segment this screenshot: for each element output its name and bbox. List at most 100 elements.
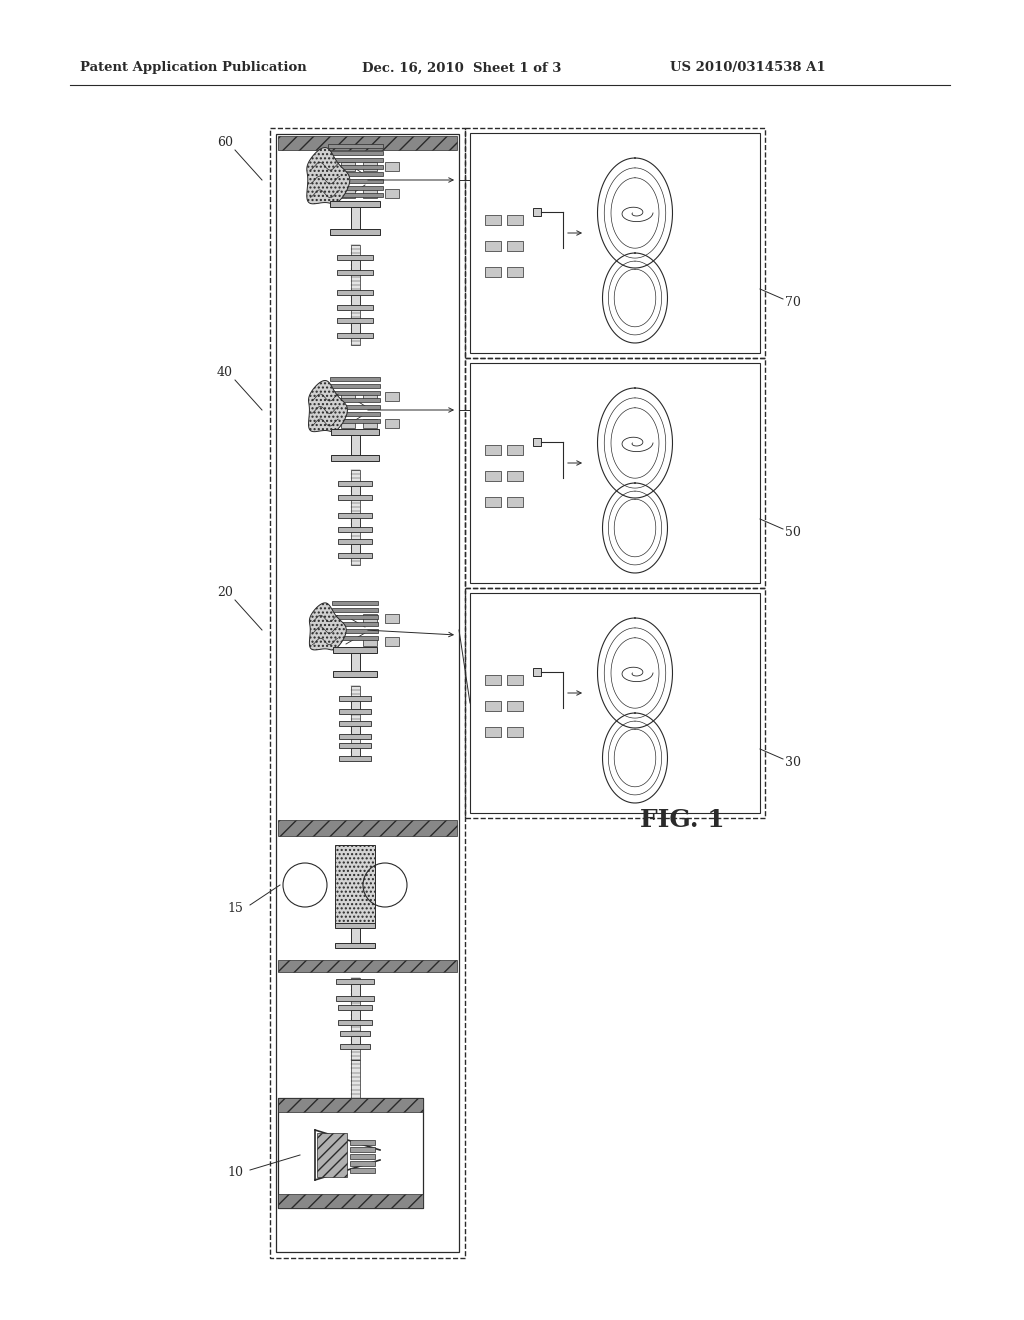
Bar	[328, 178, 383, 182]
Text: 20: 20	[217, 586, 232, 598]
Bar	[350, 701, 359, 709]
Bar	[485, 471, 501, 480]
Bar	[507, 215, 523, 224]
Bar	[337, 318, 373, 323]
Bar	[338, 1005, 372, 1010]
Bar	[350, 323, 359, 333]
Bar	[330, 378, 380, 381]
Bar	[341, 189, 355, 198]
Bar	[485, 498, 501, 507]
Bar	[278, 820, 457, 836]
Text: FIG. 1: FIG. 1	[640, 808, 725, 832]
Text: 60: 60	[217, 136, 233, 149]
Bar	[350, 978, 359, 1060]
Bar	[332, 622, 378, 626]
Bar	[337, 333, 373, 338]
Bar	[333, 671, 377, 677]
Bar	[385, 614, 399, 623]
Bar	[470, 133, 760, 352]
Bar	[385, 392, 399, 401]
Bar	[485, 445, 501, 455]
Bar	[336, 997, 374, 1001]
Bar	[339, 734, 371, 739]
Bar	[507, 242, 523, 251]
Bar	[485, 727, 501, 737]
Bar	[534, 668, 541, 676]
Bar	[350, 294, 359, 305]
Bar	[328, 165, 383, 169]
Bar	[507, 675, 523, 685]
Bar	[278, 136, 457, 150]
Text: 50: 50	[785, 525, 801, 539]
Bar	[350, 470, 359, 565]
Bar	[317, 1133, 347, 1177]
Bar	[350, 1154, 375, 1159]
Bar	[332, 601, 378, 605]
Bar	[338, 495, 372, 499]
Bar	[385, 638, 399, 645]
Bar	[339, 756, 371, 762]
Bar	[350, 246, 359, 345]
Bar	[362, 614, 377, 623]
Bar	[331, 429, 379, 436]
Bar	[276, 135, 459, 1251]
Text: 70: 70	[785, 296, 801, 309]
Bar	[470, 593, 760, 813]
Bar	[341, 392, 355, 401]
Bar	[328, 144, 383, 148]
Bar	[340, 1031, 370, 1036]
Bar	[470, 363, 760, 583]
Bar	[485, 701, 501, 711]
Bar	[328, 157, 383, 161]
Bar	[362, 162, 377, 172]
Bar	[278, 1098, 423, 1111]
Bar	[270, 128, 465, 1258]
Bar	[507, 267, 523, 277]
Bar	[335, 845, 375, 925]
Bar	[332, 615, 378, 619]
Text: 30: 30	[785, 755, 801, 768]
Bar	[337, 305, 373, 310]
Bar	[278, 1098, 423, 1208]
Bar	[534, 209, 541, 216]
Bar	[465, 128, 765, 358]
Bar	[328, 193, 383, 197]
Bar	[350, 1168, 375, 1173]
Bar	[350, 486, 359, 495]
Bar	[534, 438, 541, 446]
Bar	[350, 983, 359, 997]
Bar	[330, 384, 380, 388]
Bar	[338, 512, 372, 517]
Bar	[362, 189, 377, 198]
Bar	[330, 399, 380, 403]
Bar	[350, 1140, 375, 1144]
Bar	[335, 942, 375, 948]
Bar	[341, 418, 355, 428]
Bar	[362, 418, 377, 428]
Bar	[350, 928, 359, 942]
Bar	[350, 207, 359, 228]
Bar	[330, 201, 380, 207]
Bar	[328, 150, 383, 154]
Bar	[278, 1195, 423, 1208]
Bar	[350, 726, 359, 734]
Bar	[350, 1060, 359, 1098]
Bar	[350, 1147, 375, 1152]
Bar	[350, 1010, 359, 1020]
Bar	[278, 960, 457, 972]
Bar	[339, 696, 371, 701]
Bar	[338, 527, 372, 532]
Bar	[338, 1020, 372, 1026]
Bar	[338, 553, 372, 557]
Bar	[336, 979, 374, 983]
Bar	[337, 271, 373, 275]
Bar	[333, 647, 377, 653]
Bar	[330, 391, 380, 395]
Bar	[485, 242, 501, 251]
Text: 40: 40	[217, 366, 233, 379]
Bar	[330, 418, 380, 422]
Polygon shape	[309, 603, 346, 649]
Bar	[332, 607, 378, 611]
Bar	[332, 628, 378, 632]
Bar	[350, 748, 359, 756]
